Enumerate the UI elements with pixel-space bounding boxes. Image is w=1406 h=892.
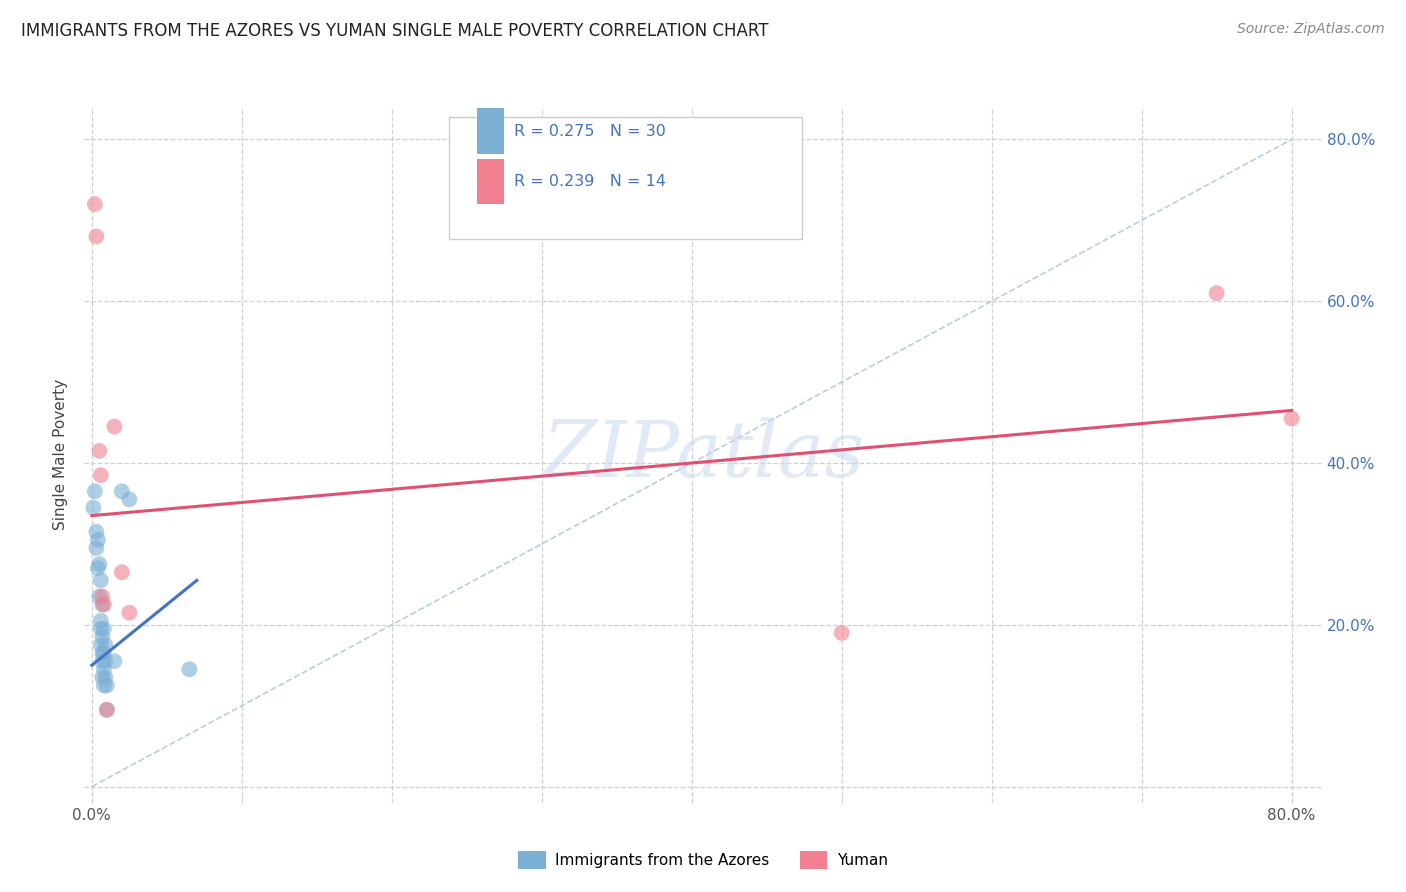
Point xyxy=(90,638,112,652)
Point xyxy=(91,630,114,644)
Point xyxy=(96,703,118,717)
Point xyxy=(93,622,115,636)
Point xyxy=(89,557,111,571)
Point xyxy=(111,484,134,499)
Point xyxy=(93,662,115,676)
Y-axis label: Single Male Poverty: Single Male Poverty xyxy=(53,379,69,531)
Point xyxy=(93,646,115,660)
Point xyxy=(91,646,114,660)
Point xyxy=(83,197,105,211)
Point xyxy=(118,606,141,620)
Point xyxy=(96,678,118,692)
Point xyxy=(96,703,118,717)
Text: ZIPatlas: ZIPatlas xyxy=(541,417,865,493)
Point xyxy=(91,598,114,612)
Point xyxy=(90,468,112,483)
Text: IMMIGRANTS FROM THE AZORES VS YUMAN SINGLE MALE POVERTY CORRELATION CHART: IMMIGRANTS FROM THE AZORES VS YUMAN SING… xyxy=(21,22,769,40)
Point xyxy=(89,590,111,604)
Point xyxy=(103,654,125,668)
Point xyxy=(91,590,114,604)
Point xyxy=(94,638,117,652)
FancyBboxPatch shape xyxy=(477,159,503,204)
Point xyxy=(87,561,110,575)
Point xyxy=(90,622,112,636)
Point xyxy=(94,670,117,684)
Point xyxy=(103,419,125,434)
Point xyxy=(1281,411,1303,425)
Point xyxy=(91,654,114,668)
Point xyxy=(86,524,108,539)
Point xyxy=(831,626,853,640)
FancyBboxPatch shape xyxy=(450,118,801,239)
Text: R = 0.275   N = 30: R = 0.275 N = 30 xyxy=(513,124,665,138)
Point xyxy=(82,500,104,515)
Point xyxy=(111,566,134,580)
Point xyxy=(86,541,108,555)
Point xyxy=(179,662,201,676)
Point xyxy=(93,678,115,692)
Legend: Immigrants from the Azores, Yuman: Immigrants from the Azores, Yuman xyxy=(512,846,894,875)
Point xyxy=(90,614,112,628)
FancyBboxPatch shape xyxy=(477,109,503,153)
Point xyxy=(94,654,117,668)
Text: Source: ZipAtlas.com: Source: ZipAtlas.com xyxy=(1237,22,1385,37)
Point xyxy=(90,574,112,588)
Text: R = 0.239   N = 14: R = 0.239 N = 14 xyxy=(513,174,665,189)
Point xyxy=(87,533,110,547)
Point xyxy=(1205,286,1227,301)
Point xyxy=(83,484,105,499)
Point xyxy=(118,492,141,507)
Point xyxy=(89,443,111,458)
Point xyxy=(93,598,115,612)
Point xyxy=(91,670,114,684)
Point xyxy=(86,229,108,244)
